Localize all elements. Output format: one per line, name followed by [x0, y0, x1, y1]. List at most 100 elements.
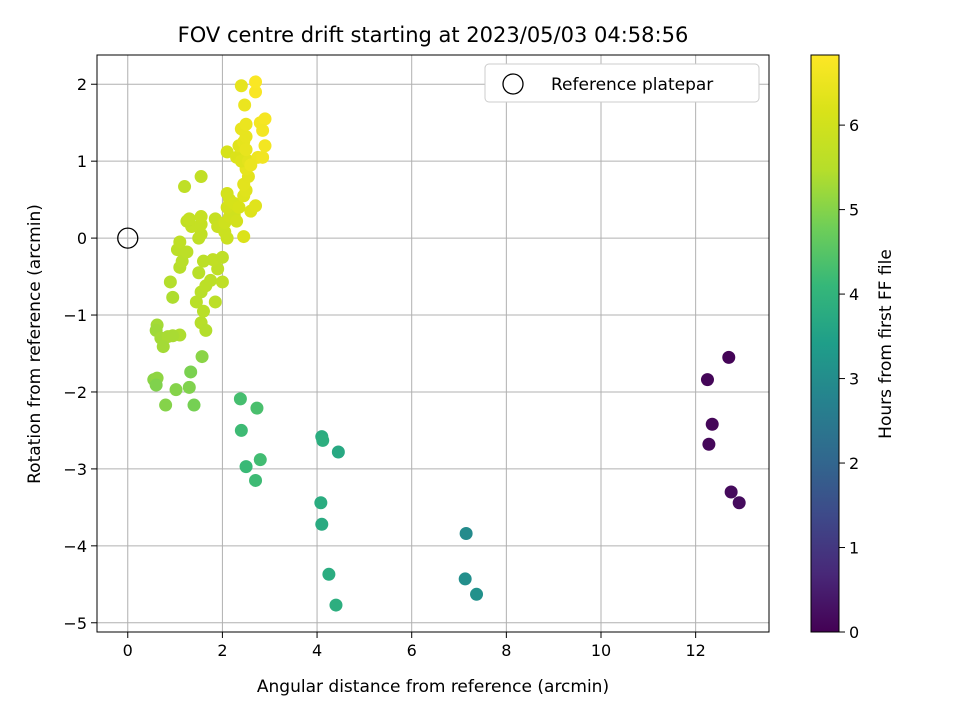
- colorbar-tick-label: 5: [849, 201, 859, 220]
- data-point: [315, 517, 329, 531]
- plot-area: [97, 55, 769, 632]
- data-point: [702, 437, 716, 451]
- x-tick-label: 10: [591, 641, 611, 660]
- data-point: [173, 235, 187, 249]
- colorbar-tick-label: 4: [849, 285, 859, 304]
- data-point: [258, 112, 272, 126]
- y-tick-label: −2: [63, 383, 87, 402]
- grid: [97, 55, 769, 632]
- data-point: [705, 417, 719, 431]
- x-tick-label: 2: [217, 641, 227, 660]
- data-point: [196, 254, 210, 268]
- data-point: [249, 75, 263, 89]
- data-point: [234, 423, 248, 437]
- colorbar-tick-label: 6: [849, 116, 859, 135]
- data-point: [329, 598, 343, 612]
- colorbar: [810, 54, 840, 633]
- x-tick-label: 4: [312, 641, 322, 660]
- y-tick-label: 1: [77, 152, 87, 171]
- data-point: [169, 383, 183, 397]
- data-point: [459, 527, 473, 541]
- colorbar-tick-label: 2: [849, 454, 859, 473]
- data-point: [194, 227, 208, 241]
- y-tick-label: −4: [63, 537, 87, 556]
- x-tick-label: 6: [407, 641, 417, 660]
- data-point: [184, 365, 198, 379]
- data-point: [322, 567, 336, 581]
- y-axis-label: Rotation from reference (arcmin): [25, 204, 45, 484]
- data-point: [187, 398, 201, 412]
- data-point: [208, 295, 222, 309]
- data-point: [249, 85, 263, 99]
- data-point: [196, 304, 210, 318]
- colorbar-label: Hours from first FF file: [876, 249, 896, 439]
- data-point: [182, 212, 196, 226]
- data-point: [724, 485, 738, 499]
- x-axis-label: Angular distance from reference (arcmin): [257, 677, 609, 697]
- reference-marker: [117, 227, 139, 249]
- data-point: [156, 340, 170, 354]
- y-tick-label: −1: [63, 306, 87, 325]
- data-point: [239, 460, 253, 474]
- data-point: [249, 199, 263, 213]
- data-point: [239, 143, 253, 157]
- legend-box: [484, 63, 760, 103]
- data-point: [253, 453, 267, 467]
- data-point: [195, 350, 209, 364]
- data-point: [159, 398, 173, 412]
- data-point: [256, 150, 270, 164]
- data-point: [199, 323, 213, 337]
- data-point: [232, 200, 246, 214]
- data-point: [194, 210, 208, 224]
- data-point: [163, 275, 177, 289]
- data-point: [230, 214, 244, 228]
- chart-title: FOV centre drift starting at 2023/05/03 …: [178, 23, 689, 47]
- data-point: [314, 496, 328, 510]
- data-point: [732, 496, 746, 510]
- colorbar-tick-label: 1: [849, 539, 859, 558]
- data-point: [316, 433, 330, 447]
- y-tick-label: 2: [77, 75, 87, 94]
- data-point: [189, 295, 203, 309]
- data-point: [220, 231, 234, 245]
- y-axis-ticks: −5 −4 −3 −2 −1 0 1 2: [63, 75, 97, 633]
- data-point: [249, 473, 263, 487]
- legend-label: Reference platepar: [551, 75, 713, 95]
- data-point: [194, 170, 208, 184]
- data-point: [256, 123, 270, 137]
- y-tick-label: −3: [63, 460, 87, 479]
- data-point: [166, 290, 180, 304]
- legend: Reference platepar: [484, 63, 760, 103]
- colorbar-ticks: 0 1 2 3 4 5 6: [839, 116, 859, 642]
- colorbar-tick-label: 0: [849, 623, 859, 642]
- y-tick-label: −5: [63, 614, 87, 633]
- x-tick-label: 8: [501, 641, 511, 660]
- data-point: [182, 380, 196, 394]
- y-tick-label: 0: [77, 229, 87, 248]
- data-point: [250, 401, 264, 415]
- colorbar-tick-label: 3: [849, 370, 859, 389]
- data-point: [233, 392, 247, 406]
- data-point: [220, 186, 234, 200]
- data-point: [470, 587, 484, 601]
- plot-frame: [96, 54, 770, 633]
- x-axis-ticks: 0 2 4 6 8 10 12: [123, 632, 706, 660]
- data-points: [147, 75, 746, 612]
- x-tick-label: 12: [685, 641, 705, 660]
- data-point: [700, 373, 714, 387]
- data-point: [722, 350, 736, 364]
- data-point: [166, 329, 180, 343]
- data-point: [215, 250, 229, 264]
- data-point: [149, 378, 163, 392]
- data-point: [234, 79, 248, 93]
- data-point: [204, 273, 218, 287]
- data-point: [458, 572, 472, 586]
- data-point: [178, 180, 192, 194]
- data-point: [331, 445, 345, 459]
- data-point: [180, 245, 194, 259]
- legend-marker: [502, 73, 524, 95]
- data-point: [192, 266, 206, 280]
- x-tick-label: 0: [123, 641, 133, 660]
- data-point: [215, 275, 229, 289]
